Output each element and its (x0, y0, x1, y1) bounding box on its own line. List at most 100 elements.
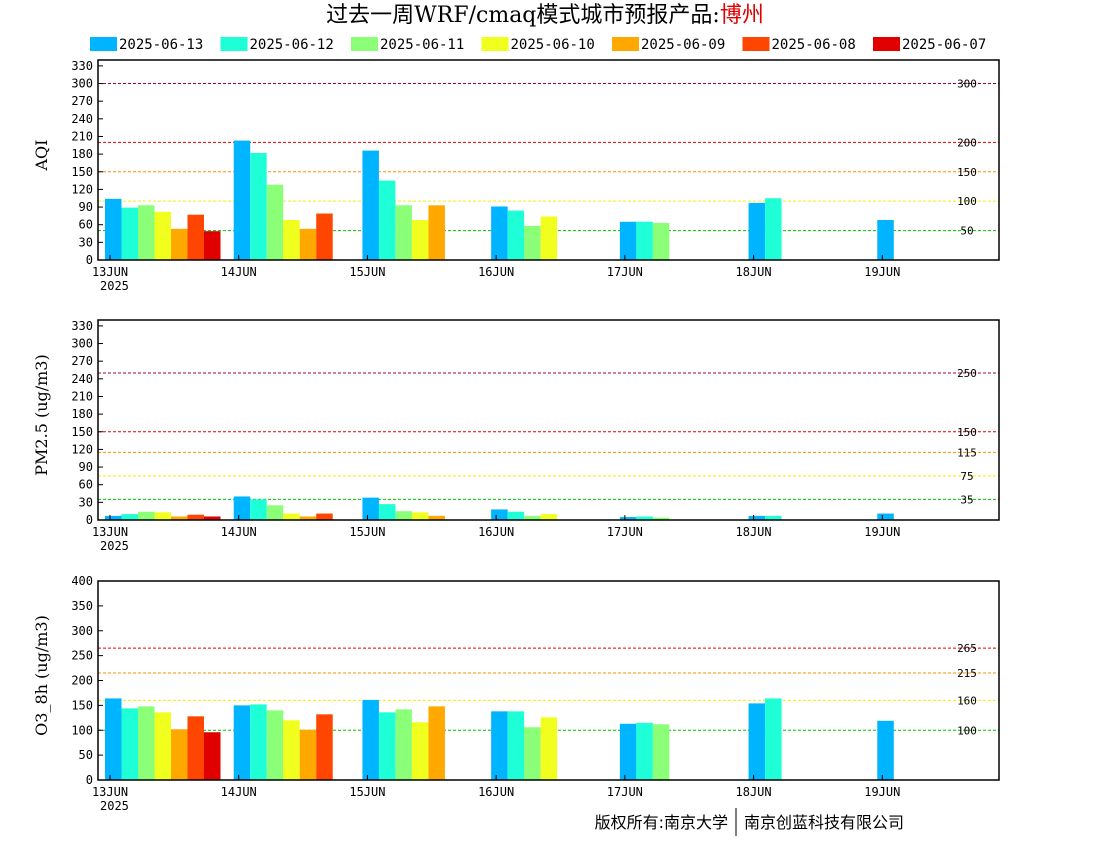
bar-2025-06-13-14JUN (233, 140, 251, 260)
bar-2025-06-12-18JUN (765, 198, 782, 260)
y-tick-label: 150 (71, 698, 93, 712)
bar-2025-06-09-13JUN (171, 516, 188, 520)
bar-2025-06-10-13JUN (154, 712, 171, 780)
bar-2025-06-12-13JUN (121, 207, 138, 260)
bar-2025-06-12-15JUN (378, 712, 396, 780)
bar-2025-06-12-17JUN (636, 516, 653, 520)
footer: 版权所有:南京大学 南京创蓝科技有限公司 (595, 808, 904, 836)
bar-2025-06-10-16JUN (540, 514, 558, 520)
bar-2025-06-10-13JUN (154, 211, 171, 260)
y-tick-label: 60 (79, 218, 93, 232)
reference-label-115: 115 (957, 446, 977, 459)
y-tick-label: 250 (71, 649, 93, 663)
bar-2025-06-11-15JUN (395, 511, 412, 520)
y-tick-label: 300 (71, 624, 93, 638)
x-tick-label-17JUN: 17JUN (607, 785, 643, 799)
bar-2025-06-08-13JUN (187, 716, 204, 780)
footer-company: 南京创蓝科技有限公司 (744, 813, 904, 832)
chart-panels: 3002001501005003060901201501802102402703… (32, 59, 1000, 813)
y-tick-label: 400 (71, 574, 93, 588)
bar-2025-06-11-17JUN (652, 222, 670, 260)
x-tick-label-19JUN: 19JUN (864, 785, 900, 799)
bar-2025-06-13-17JUN (619, 517, 637, 520)
legend-swatch-2025-06-11 (351, 37, 378, 51)
bar-2025-06-13-16JUN (491, 711, 508, 780)
y-tick-label: 200 (71, 674, 93, 688)
y-tick-label: 180 (71, 147, 93, 161)
y-tick-label: 30 (79, 235, 93, 249)
y-tick-label: 60 (79, 478, 93, 492)
legend-swatch-2025-06-07 (873, 37, 900, 51)
plot-frame (97, 59, 1000, 261)
x-tick-label-16JUN: 16JUN (478, 525, 514, 539)
x-year-label: 2025 (100, 799, 129, 813)
bar-2025-06-08-14JUN (316, 714, 333, 780)
bar-2025-06-13-19JUN (877, 513, 894, 520)
bar-2025-06-08-13JUN (187, 514, 204, 520)
y-tick-label: 300 (71, 337, 93, 351)
bar-2025-06-13-15JUN (362, 497, 379, 520)
footer-copyright: 版权所有:南京大学 (595, 813, 728, 832)
bar-2025-06-11-14JUN (266, 184, 284, 260)
bar-2025-06-13-16JUN (491, 206, 508, 260)
bar-2025-06-09-15JUN (428, 205, 445, 260)
y-tick-label: 270 (71, 94, 93, 108)
y-tick-label: 270 (71, 354, 93, 368)
y-tick-label: 300 (71, 77, 93, 91)
figure-title: 过去一周WRF/cmaq模式城市预报产品:博州 (326, 3, 764, 28)
bar-2025-06-13-14JUN (233, 496, 251, 520)
legend-swatch-2025-06-10 (481, 37, 509, 51)
bar-2025-06-10-15JUN (411, 512, 429, 520)
bar-2025-06-11-16JUN (524, 515, 541, 520)
legend-label-2025-06-11: 2025-06-11 (380, 37, 464, 53)
bar-2025-06-13-16JUN (491, 509, 508, 520)
legend-label-2025-06-07: 2025-06-07 (902, 37, 986, 53)
y-tick-label: 180 (71, 407, 93, 421)
y-tick-label: 210 (71, 389, 93, 403)
reference-label-35: 35 (960, 493, 973, 506)
bar-2025-06-12-15JUN (378, 504, 396, 520)
bar-2025-06-11-17JUN (652, 517, 670, 520)
bar-2025-06-10-16JUN (540, 216, 558, 260)
bar-2025-06-09-15JUN (428, 706, 445, 780)
y-axis-label: O3_8h (ug/m3) (32, 615, 51, 736)
y-axis-label: AQI (32, 140, 51, 172)
reference-label-100: 100 (957, 195, 977, 208)
y-tick-label: 120 (71, 182, 93, 196)
y-tick-label: 120 (71, 442, 93, 456)
reference-label-160: 160 (957, 694, 977, 707)
bar-2025-06-09-13JUN (171, 228, 188, 260)
x-tick-label-16JUN: 16JUN (478, 265, 514, 279)
x-tick-label-18JUN: 18JUN (736, 785, 772, 799)
bar-2025-06-12-17JUN (636, 722, 653, 780)
bar-2025-06-10-14JUN (283, 720, 300, 780)
y-tick-label: 150 (71, 425, 93, 439)
legend-label-2025-06-12: 2025-06-12 (250, 37, 334, 53)
bar-2025-06-12-13JUN (121, 708, 138, 780)
reference-label-150: 150 (957, 426, 977, 439)
x-tick-label-13JUN: 13JUN (92, 525, 128, 539)
y-tick-label: 100 (71, 723, 93, 737)
chart-panel-1: 300 200 150 100 50 0 30 60 90 120 150 180 210 240 270 3… (32, 59, 1000, 293)
y-axis-label: PM2.5 (ug/m3) (32, 354, 51, 475)
chart-panel-3: 265 215 160 100 0 50 100 150 200 250 300 350 400 13JU… (32, 574, 1000, 813)
reference-label-250: 250 (957, 367, 977, 380)
reference-label-265: 265 (957, 642, 977, 655)
bar-2025-06-11-15JUN (395, 205, 412, 260)
bar-2025-06-13-18JUN (748, 703, 766, 780)
bar-2025-06-10-15JUN (411, 722, 429, 780)
y-tick-label: 0 (86, 513, 93, 527)
bar-2025-06-09-14JUN (299, 516, 317, 520)
legend-label-2025-06-13: 2025-06-13 (119, 37, 203, 53)
bar-2025-06-11-15JUN (395, 709, 412, 780)
bar-2025-06-12-14JUN (250, 152, 267, 260)
bar-2025-06-12-16JUN (507, 711, 525, 780)
bar-2025-06-11-13JUN (138, 706, 155, 780)
bar-2025-06-13-18JUN (748, 515, 766, 520)
x-tick-label-18JUN: 18JUN (736, 525, 772, 539)
y-tick-label: 90 (79, 460, 93, 474)
reference-label-200: 200 (957, 136, 977, 149)
bar-2025-06-11-16JUN (524, 225, 541, 260)
